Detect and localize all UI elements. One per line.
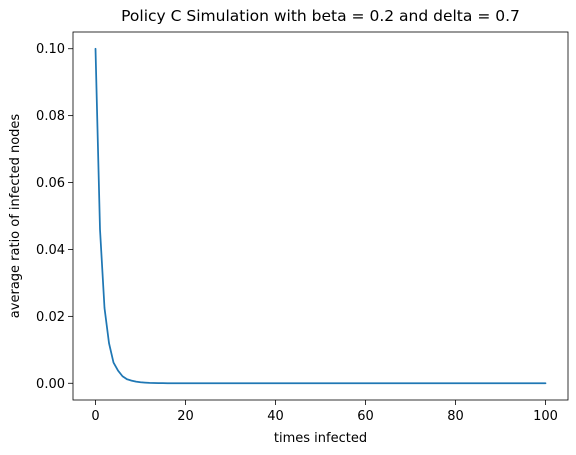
chart-title: Policy C Simulation with beta = 0.2 and …	[121, 7, 520, 25]
y-tick-label: 0.06	[36, 176, 65, 191]
y-tick-label: 0.10	[36, 42, 65, 57]
x-tick-label: 40	[267, 409, 284, 424]
y-tick-label: 0.08	[36, 109, 65, 124]
x-tick-label: 60	[357, 409, 374, 424]
y-axis-title: average ratio of infected nodes	[8, 114, 23, 319]
plot-frame	[72, 31, 569, 401]
x-tick-label: 100	[533, 409, 558, 424]
x-tick-label: 20	[177, 409, 194, 424]
series-line	[94, 47, 547, 385]
x-tick-label: 0	[91, 409, 99, 424]
x-tick-label: 80	[447, 409, 464, 424]
x-axis-title: times infected	[274, 431, 367, 446]
y-tick-label: 0.04	[36, 243, 65, 258]
y-tick-label: 0.02	[36, 310, 65, 325]
y-tick-label: 0.00	[36, 377, 65, 392]
